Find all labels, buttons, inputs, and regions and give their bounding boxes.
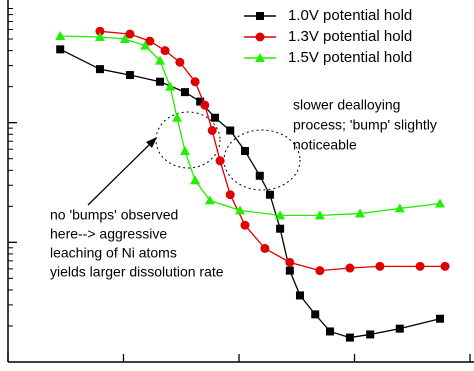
data-point [179,145,190,155]
data-point [196,97,205,106]
annotation-arrow [87,141,153,206]
data-point [314,210,325,220]
data-point [190,175,201,185]
data-point [165,81,176,91]
data-point [265,190,274,199]
data-point [210,113,219,122]
data-point [155,77,164,86]
data-point [275,210,286,220]
data-point [434,198,445,208]
data-point [204,195,215,205]
data-point [125,71,134,80]
data-point [440,261,450,271]
annotation-text: slower dealloying [293,97,400,113]
data-point [95,26,105,36]
data-point [326,327,335,336]
annotation-ellipse [223,129,301,191]
data-point [435,314,444,323]
data-point [190,77,200,87]
legend-marker [255,53,265,62]
data-point [375,261,385,271]
annotation-text: no 'bumps' observed [50,207,178,223]
annotation-text: process; 'bump' slightly [293,117,437,133]
annotation-text: here--> aggressive [50,226,167,242]
data-point [207,126,217,136]
data-point [311,310,320,319]
data-point [241,146,250,155]
data-point [395,324,404,333]
legend-label: 1.0V potential hold [288,7,412,24]
data-point [215,156,225,166]
data-point [285,257,295,267]
data-point [345,263,355,273]
legend-label: 1.3V potential hold [288,28,412,45]
series-line [59,48,441,339]
annotation-ellipse [155,111,221,169]
data-point [140,40,151,50]
data-point [55,30,66,40]
data-point [160,46,170,56]
data-point [394,203,405,213]
data-point [345,333,354,342]
data-point [94,31,105,41]
annotation-text: leaching of Ni atoms [50,245,177,261]
data-point [95,65,104,74]
data-point [172,112,183,122]
data-point [366,330,375,339]
data-point [240,220,250,230]
data-point [180,88,189,97]
data-point [200,100,210,110]
data-point [154,55,165,65]
legend-label: 1.5V potential hold [288,49,412,66]
data-point [119,34,130,44]
data-point [175,57,185,67]
arrow-head [146,137,157,148]
data-point [295,291,304,300]
series-line [60,35,441,217]
data-point [276,224,285,233]
annotation-text: yields larger dissolution rate [50,264,224,280]
data-point [415,261,425,271]
legend-marker [255,32,265,42]
data-point [355,208,366,218]
legend-marker [256,12,264,20]
data-point [260,243,270,253]
annotation-text: noticeable [293,137,357,153]
data-point [315,266,325,276]
data-point [125,29,135,39]
data-point [56,45,65,54]
data-point [255,171,264,180]
data-point [285,266,294,275]
data-point [225,190,235,200]
data-point [226,126,235,135]
data-point [234,205,245,215]
data-point [145,36,155,46]
